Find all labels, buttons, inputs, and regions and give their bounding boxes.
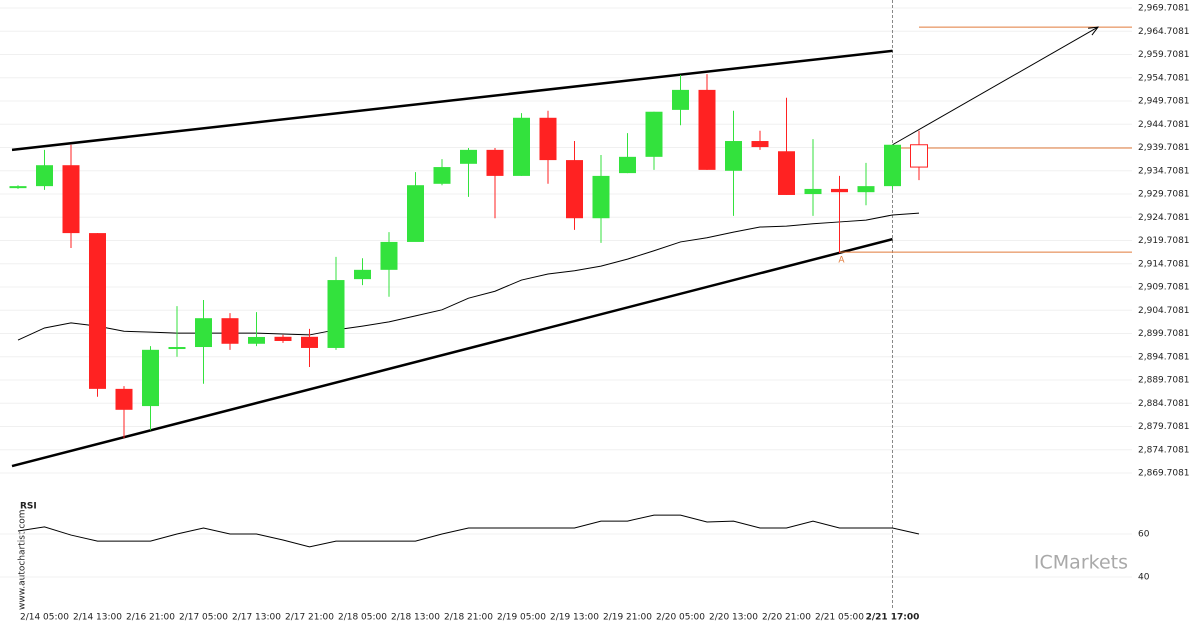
candle-body <box>513 117 530 176</box>
candle-body <box>354 269 371 280</box>
trend-line <box>11 237 893 468</box>
y-tick-label: 2,874.7081 <box>1138 445 1190 455</box>
rsi-line <box>17 514 920 548</box>
y-tick-label: 2,969.7081 <box>1138 4 1190 14</box>
candle-body <box>910 144 928 168</box>
candle-body <box>89 233 106 389</box>
y-tick-label: 2,889.7081 <box>1138 376 1190 386</box>
y-tick-label: 2,899.7081 <box>1138 329 1190 339</box>
y-tick-label: 2,909.7081 <box>1138 283 1190 293</box>
candle-body <box>301 336 318 348</box>
y-tick-label: 2,949.7081 <box>1138 97 1190 107</box>
point-label: A <box>838 256 845 266</box>
candle-body <box>142 349 159 407</box>
x-tick-label: 2/14 05:00 <box>20 613 69 623</box>
candle-body <box>274 336 292 341</box>
candle-body <box>698 89 716 170</box>
trend-line <box>11 49 893 152</box>
candle-body <box>857 186 875 193</box>
x-tick-label: 2/20 21:00 <box>762 613 811 623</box>
candle-body <box>619 156 636 174</box>
candle-body <box>168 347 186 350</box>
candle-body <box>645 111 663 157</box>
y-tick-label: 2,869.7081 <box>1138 469 1190 479</box>
candle-body <box>592 175 610 219</box>
y-tick-label: 2,959.7081 <box>1138 50 1190 60</box>
candle-body <box>778 151 795 195</box>
candle-body <box>460 149 477 164</box>
x-tick-label: 2/18 21:00 <box>444 613 493 623</box>
candle-body <box>195 318 212 348</box>
candle-body <box>433 167 451 184</box>
rsi-title: RSI <box>20 502 37 512</box>
y-tick-label: 2,914.7081 <box>1138 259 1190 269</box>
x-tick-label: 2/17 05:00 <box>179 613 228 623</box>
y-tick-label: 2,894.7081 <box>1138 352 1190 362</box>
y-tick-label: 2,939.7081 <box>1138 143 1190 153</box>
y-tick-label: 2,964.7081 <box>1138 27 1190 37</box>
y-tick-label: 2,934.7081 <box>1138 166 1190 176</box>
candle-body <box>327 280 345 348</box>
y-tick-label: 2,944.7081 <box>1138 120 1190 130</box>
candle-body <box>115 388 133 410</box>
y-tick-label: 2,879.7081 <box>1138 422 1190 432</box>
candle-body <box>725 141 742 171</box>
candle-body <box>62 165 80 234</box>
candle-body <box>9 186 27 189</box>
candle-body <box>804 188 822 195</box>
x-tick-label: 2/17 13:00 <box>232 613 281 623</box>
y-tick-label: 40 <box>1138 573 1150 583</box>
candle-body <box>566 160 583 219</box>
candle-body <box>221 318 239 344</box>
x-tick-label: 2/21 17:00 <box>866 613 920 623</box>
candle-body <box>672 89 689 110</box>
candle-body <box>539 117 557 161</box>
candle-body <box>486 149 504 176</box>
y-tick-label: 2,904.7081 <box>1138 306 1190 316</box>
arrow-head <box>1088 26 1100 36</box>
y-tick-label: 2,929.7081 <box>1138 190 1190 200</box>
x-tick-label: 2/14 13:00 <box>73 613 122 623</box>
x-tick-label: 2/19 05:00 <box>497 613 546 623</box>
y-tick-label: 2,924.7081 <box>1138 213 1190 223</box>
logo: ICMarkets <box>1034 552 1128 574</box>
x-tick-label: 2/17 21:00 <box>285 613 334 623</box>
x-tick-label: 2/18 13:00 <box>391 613 440 623</box>
candle-body <box>36 165 53 187</box>
y-tick-label: 2,884.7081 <box>1138 399 1190 409</box>
candle-body <box>248 336 265 344</box>
candle-body <box>884 144 901 187</box>
x-tick-label: 2/20 13:00 <box>709 613 758 623</box>
x-tick-label: 2/19 13:00 <box>550 613 599 623</box>
candle-body <box>831 188 848 193</box>
forecast-arrow <box>892 26 1099 146</box>
x-tick-label: 2/19 21:00 <box>603 613 652 623</box>
y-tick-label: 2,919.7081 <box>1138 236 1190 246</box>
candle-body <box>751 141 769 148</box>
y-tick-label: 60 <box>1138 530 1150 540</box>
watermark: www.autochartist.com <box>18 509 28 610</box>
x-tick-label: 2/16 21:00 <box>126 613 175 623</box>
candle-body <box>407 185 424 242</box>
y-tick-label: 2,954.7081 <box>1138 73 1190 83</box>
x-tick-label: 2/21 05:00 <box>815 613 864 623</box>
x-tick-label: 2/18 05:00 <box>338 613 387 623</box>
candle-body <box>380 241 398 270</box>
x-tick-label: 2/20 05:00 <box>656 613 705 623</box>
moving-average <box>17 212 920 341</box>
